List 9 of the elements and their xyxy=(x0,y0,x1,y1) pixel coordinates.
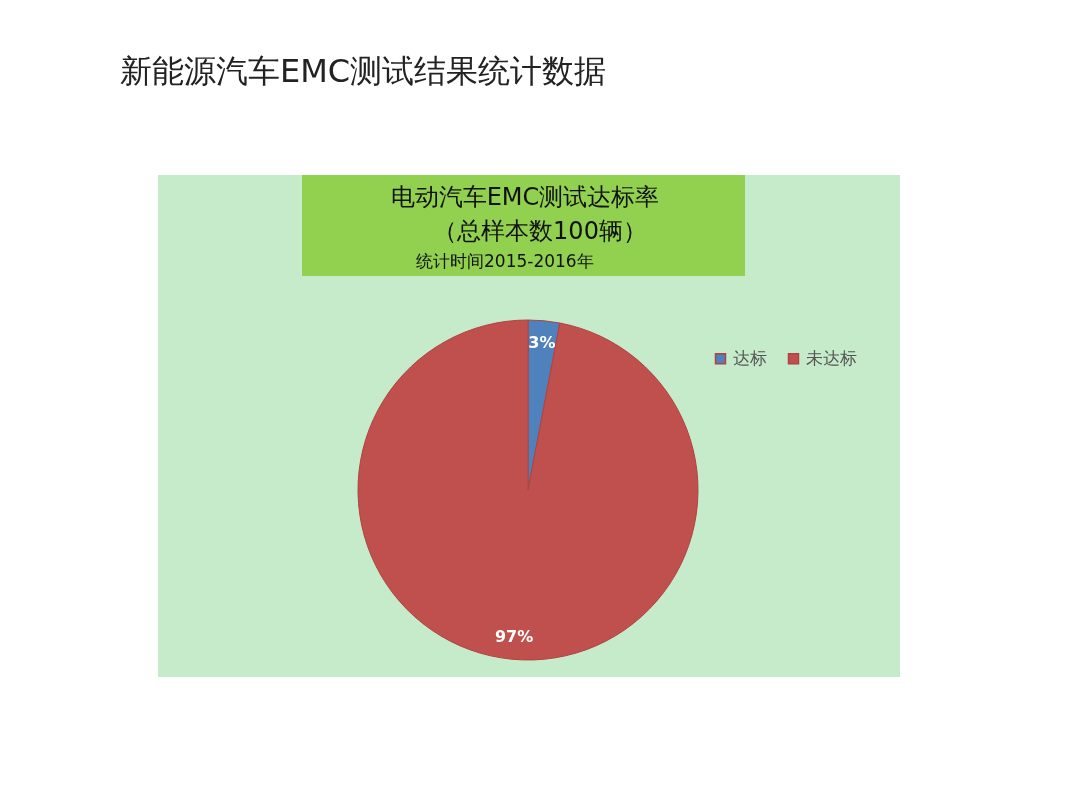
data-label: 97% xyxy=(494,627,534,647)
text: （总样本数100辆） xyxy=(433,217,647,245)
legend-label: 未达标 xyxy=(806,347,857,368)
data-label: 3% xyxy=(528,332,556,352)
text: 电动汽车EMC测试达标率 xyxy=(390,183,660,211)
pie-slice xyxy=(357,319,699,661)
legend-label: 达标 xyxy=(733,347,767,368)
text: 统计时间2015-2016年 xyxy=(416,251,594,271)
chart-title: 新能源汽车EMC测试结果统计数据 xyxy=(120,52,607,90)
